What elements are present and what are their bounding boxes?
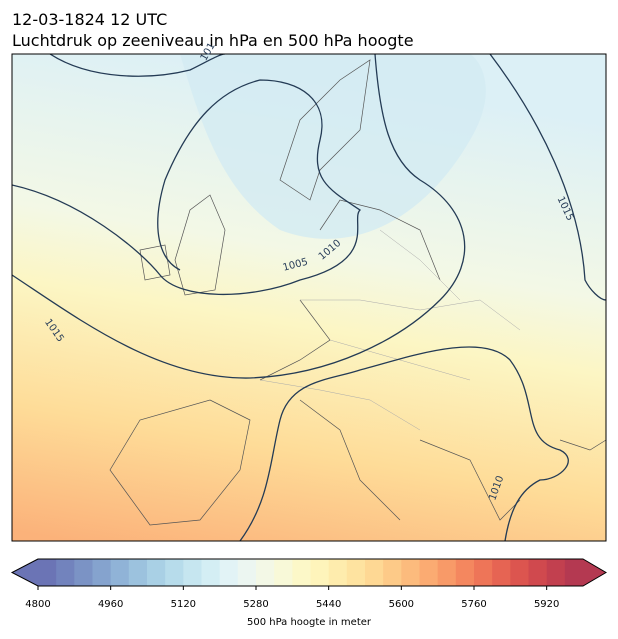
color-box [365, 559, 384, 586]
color-box [401, 559, 420, 586]
color-box [564, 559, 584, 586]
color-box [219, 559, 239, 586]
colorbar-outline [10, 558, 607, 587]
color-box [110, 559, 130, 586]
color-box [38, 559, 57, 586]
color-box [492, 559, 511, 586]
coastlines [109, 59, 606, 526]
colorbar: 4800 4960 5120 5280 5440 5600 5760 5920 [10, 558, 607, 610]
subtitle: Luchtdruk op zeeniveau in hPa en 500 hPa… [12, 31, 414, 50]
isobar [12, 79, 362, 296]
color-box [201, 559, 221, 586]
color-box [56, 559, 75, 586]
map [12, 54, 606, 541]
color-box [528, 559, 548, 586]
color-box [474, 559, 493, 586]
color-box [165, 559, 184, 586]
color-box [74, 559, 93, 586]
extend-high [583, 559, 606, 586]
color-box [310, 559, 330, 586]
isobar [49, 54, 226, 77]
isobar [489, 54, 606, 301]
color-box [237, 559, 257, 586]
color-box [346, 559, 366, 586]
colorbar-label: 500 hPa hoogte in meter [247, 617, 372, 628]
isobar [12, 54, 466, 379]
color-box [128, 559, 148, 586]
colorbar-tick-label: 5440 [316, 599, 341, 610]
color-box [274, 559, 293, 586]
colorbar-tick-label: 4800 [25, 599, 50, 610]
color-box [256, 559, 275, 586]
borders [259, 229, 521, 431]
color-box [455, 559, 475, 586]
color-box [419, 559, 439, 586]
color-box [183, 559, 202, 586]
colorbar-tick-label: 5920 [534, 599, 559, 610]
color-box [292, 559, 311, 586]
isobar [239, 346, 569, 541]
color-box [92, 559, 112, 586]
color-box [510, 559, 529, 586]
colorbar-tick-label: 5760 [461, 599, 486, 610]
colorbar-tick-label: 4960 [98, 599, 123, 610]
color-box [383, 559, 402, 586]
colorbar-tick-label: 5600 [389, 599, 414, 610]
color-box [147, 559, 166, 586]
color-box [437, 559, 457, 586]
map-frame [11, 53, 607, 542]
color-box [328, 559, 348, 586]
color-box [546, 559, 566, 586]
colorbar-tick-label: 5120 [171, 599, 196, 610]
title: 12-03-1824 12 UTC [12, 10, 167, 29]
low-area [180, 54, 486, 239]
colorbar-tick-label: 5280 [243, 599, 268, 610]
extend-low [12, 559, 38, 586]
